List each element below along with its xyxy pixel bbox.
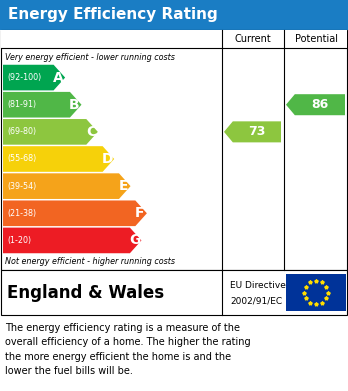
Polygon shape (3, 146, 114, 172)
Text: Potential: Potential (294, 34, 338, 44)
Polygon shape (3, 65, 65, 90)
Text: Very energy efficient - lower running costs: Very energy efficient - lower running co… (5, 52, 175, 61)
Text: (21-38): (21-38) (7, 209, 36, 218)
Text: (55-68): (55-68) (7, 154, 36, 163)
Text: Current: Current (235, 34, 271, 44)
Text: G: G (129, 233, 140, 248)
Text: E: E (119, 179, 128, 193)
Text: D: D (102, 152, 113, 166)
Text: (1-20): (1-20) (7, 236, 31, 245)
Bar (1, 270, 347, 315)
Bar (1, 30, 347, 270)
Text: 73: 73 (248, 126, 266, 138)
Text: B: B (69, 98, 80, 112)
Bar (0, 0, 348, 30)
Text: EU Directive: EU Directive (230, 281, 286, 290)
Polygon shape (3, 119, 98, 145)
Text: (81-91): (81-91) (7, 100, 36, 109)
Bar (1, 30, 347, 48)
Text: (39-54): (39-54) (7, 182, 36, 191)
Polygon shape (3, 201, 147, 226)
Polygon shape (3, 92, 81, 118)
Bar (286, 274, 346, 311)
Text: F: F (135, 206, 145, 220)
Polygon shape (3, 228, 141, 253)
Text: The energy efficiency rating is a measure of the
overall efficiency of a home. T: The energy efficiency rating is a measur… (5, 323, 251, 376)
Polygon shape (224, 121, 281, 142)
Text: 86: 86 (311, 98, 329, 111)
Text: (92-100): (92-100) (7, 73, 41, 82)
Text: (69-80): (69-80) (7, 127, 36, 136)
Text: C: C (86, 125, 96, 139)
Text: Not energy efficient - higher running costs: Not energy efficient - higher running co… (5, 258, 175, 267)
Text: Energy Efficiency Rating: Energy Efficiency Rating (8, 7, 218, 23)
Text: England & Wales: England & Wales (7, 283, 164, 301)
Polygon shape (286, 94, 345, 115)
Text: 2002/91/EC: 2002/91/EC (230, 296, 282, 305)
Text: A: A (53, 70, 64, 84)
Polygon shape (3, 173, 130, 199)
